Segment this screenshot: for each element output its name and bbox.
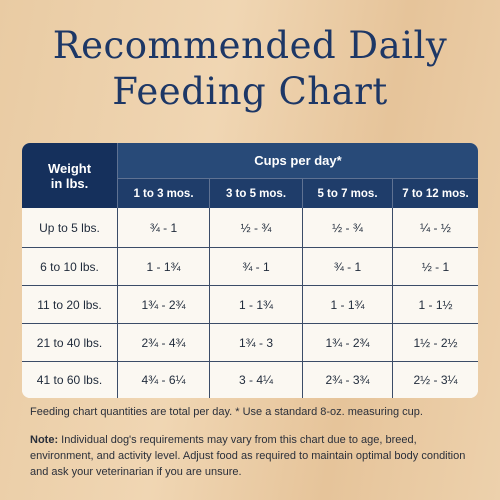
amount-cell: 2¾ - 3¾: [303, 362, 393, 398]
weight-cell: 21 to 40 lbs.: [22, 324, 118, 362]
amount-cell: ½ - 1: [393, 248, 478, 286]
weight-cell: 11 to 20 lbs.: [22, 286, 118, 324]
column-header: 5 to 7 mos.: [303, 178, 393, 208]
amount-cell: 1¾ - 3: [210, 324, 303, 362]
feeding-table: Weight in lbs. Cups per day* 1 to 3 mos. 3 t…: [22, 143, 478, 398]
weight-cell: 6 to 10 lbs.: [22, 248, 118, 286]
amount-cell: 1 - 1¾: [210, 286, 303, 324]
amount-cell: 2½ - 3¼: [393, 362, 478, 398]
footnote: Feeding chart quantities are total per d…: [30, 406, 423, 418]
amount-cell: 1½ - 2½: [393, 324, 478, 362]
corner-header-line: Weight: [47, 160, 92, 176]
weight-cell: 41 to 60 lbs.: [22, 362, 118, 398]
amount-cell: ¾ - 1: [118, 208, 210, 248]
note-text: Individual dog's requirements may vary f…: [30, 434, 466, 478]
amount-cell: 1 - 1¾: [303, 286, 393, 324]
amount-cell: ¾ - 1: [303, 248, 393, 286]
amount-cell: 1 - 1¾: [118, 248, 210, 286]
amount-cell: 3 - 4¼: [210, 362, 303, 398]
corner-header-line: in lbs.: [50, 175, 89, 191]
amount-cell: ¼ - ½: [393, 208, 478, 248]
corner-header: Weight in lbs.: [22, 143, 118, 208]
amount-cell: 4¾ - 6¼: [118, 362, 210, 398]
amount-cell: ½ - ¾: [210, 208, 303, 248]
column-header: 3 to 5 mos.: [210, 178, 303, 208]
column-header: 7 to 12 mos.: [393, 178, 478, 208]
amount-cell: ½ - ¾: [303, 208, 393, 248]
amount-cell: 1¾ - 2¾: [118, 286, 210, 324]
amount-cell: 1¾ - 2¾: [303, 324, 393, 362]
amount-cell: 2¾ - 4¾: [118, 324, 210, 362]
title-line: Recommended Daily: [52, 24, 448, 67]
note-label: Note:: [30, 434, 59, 446]
group-header: Cups per day*: [118, 143, 478, 178]
title-line: Feeding Chart: [112, 70, 388, 113]
column-header: 1 to 3 mos.: [118, 178, 210, 208]
amount-cell: 1 - 1½: [393, 286, 478, 324]
amount-cell: ¾ - 1: [210, 248, 303, 286]
weight-cell: Up to 5 lbs.: [22, 208, 118, 248]
note: Note: Individual dog's requirements may …: [30, 432, 475, 480]
